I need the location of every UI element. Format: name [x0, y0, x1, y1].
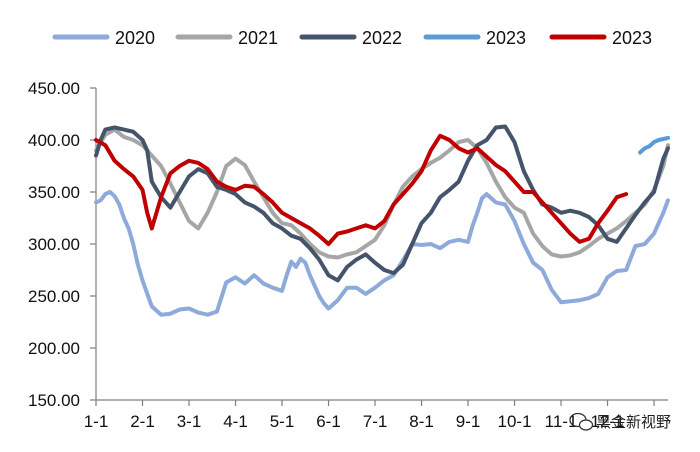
y-ticks: 450.00 400.00 350.00 300.00 250.00 200.00 150.… — [28, 79, 96, 410]
y-tick-label: 250.00 — [28, 287, 80, 306]
x-tick-label: 4-1 — [223, 412, 248, 431]
y-tick-label: 400.00 — [28, 131, 80, 150]
x-tick-label: 8-1 — [409, 412, 434, 431]
axes — [95, 88, 668, 401]
x-tick-label: 1-1 — [84, 412, 109, 431]
x-ticks: 1-1 2-1 3-1 4-1 5-1 6-1 7-1 8-1 9-1 10-1 11-1 12-1 — [84, 400, 655, 431]
wechat-icon — [569, 412, 594, 431]
series-line-3-2023 — [638, 135, 670, 155]
x-tick-label: 6-1 — [316, 412, 341, 431]
series-line-1-2021 — [94, 127, 670, 260]
y-tick-label: 350.00 — [28, 183, 80, 202]
legend-label: 2023 — [486, 28, 526, 48]
y-tick-label: 450.00 — [28, 79, 80, 98]
legend-label: 2022 — [362, 28, 402, 48]
x-tick-label: 11-1 — [545, 412, 578, 431]
legend-label: 2021 — [238, 28, 278, 48]
y-tick-label: 200.00 — [28, 339, 80, 358]
y-tick-label: 300.00 — [28, 235, 80, 254]
legend-label: 2020 — [115, 28, 155, 48]
y-tick-label: 150.00 — [28, 391, 80, 410]
x-tick-label: 7-1 — [363, 412, 388, 431]
series-line-4-2023 — [94, 133, 629, 246]
x-tick-label: 5-1 — [270, 412, 295, 431]
watermark: 黑金新视野 — [569, 412, 671, 431]
x-tick-label: 3-1 — [177, 412, 202, 431]
x-tick-label: 10-1 — [498, 412, 532, 431]
x-tick-label: 2-1 — [130, 412, 155, 431]
series-line-0-2020 — [94, 190, 670, 317]
x-tick-label: 9-1 — [456, 412, 481, 431]
legend-label: 2023 — [612, 28, 652, 48]
series-line-2-2022 — [94, 124, 670, 283]
series-lines — [94, 124, 670, 317]
watermark-text: 黑金新视野 — [596, 413, 671, 431]
x-tick-label: 12-1 — [591, 412, 625, 431]
legend: 2020 2021 2022 2023 2023 — [52, 28, 652, 48]
